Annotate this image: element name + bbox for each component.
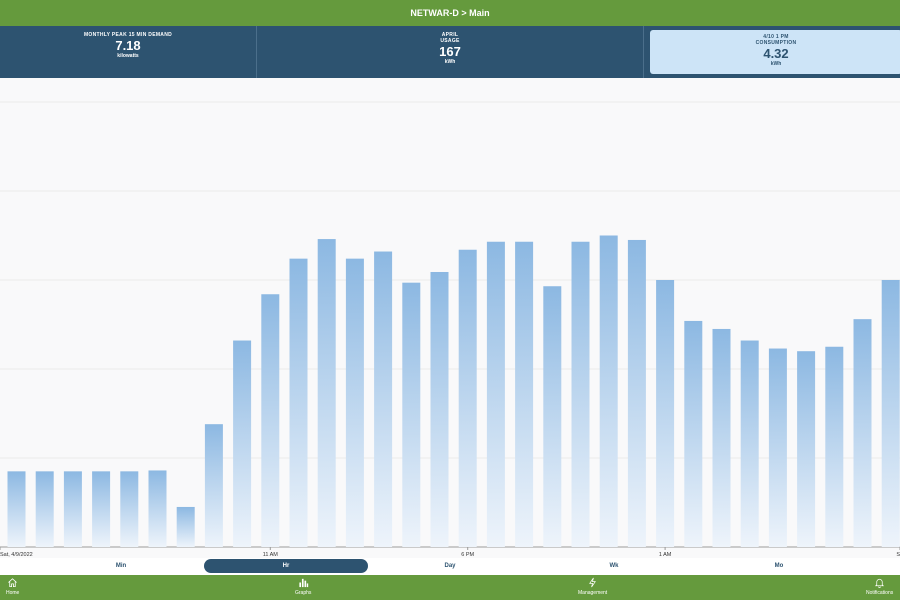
range-tab-hr[interactable]: Hr [204, 559, 368, 573]
peak-demand-unit: kilowatts [117, 53, 139, 59]
chart-bar[interactable] [430, 271, 449, 547]
range-tab-hr-label: Hr [282, 563, 290, 569]
app-header: NETWAR-D > Main [0, 0, 900, 26]
chart-bar[interactable] [656, 280, 675, 547]
bar-chart-icon [299, 578, 308, 588]
nav-notifications-label: Notifications [866, 590, 894, 596]
nav-management-label: Management [578, 590, 608, 596]
usage-chart-svg[interactable]: Sat, 4/9/2022 11 AM 6 PM 1 AM S [0, 78, 900, 558]
chart-bar[interactable] [204, 424, 223, 547]
chart-bar[interactable] [853, 319, 872, 547]
usage-value: 167 [439, 44, 461, 59]
chart-bar[interactable] [825, 346, 844, 547]
usage-unit: kWh [444, 59, 456, 65]
x-tick-label: 11 AM [263, 552, 279, 558]
nav-home[interactable]: Home [6, 577, 19, 599]
usage-chart[interactable]: Sat, 4/9/2022 11 AM 6 PM 1 AM S [0, 78, 900, 558]
chart-bar[interactable] [627, 239, 646, 547]
usage-title-month: APRIL [441, 32, 459, 38]
chart-bar[interactable] [797, 351, 816, 547]
peak-demand-title: MONTHLY PEAK 15 MIN DEMAND [83, 32, 173, 38]
consumption-value: 4.32 [763, 46, 789, 61]
chart-bar[interactable] [120, 471, 139, 547]
chart-bar[interactable] [543, 286, 562, 547]
chart-bar[interactable] [599, 235, 618, 548]
chart-bar[interactable] [233, 340, 252, 547]
page-title: NETWAR-D > Main [410, 8, 490, 18]
chart-bar[interactable] [176, 506, 195, 547]
x-tick-label: Sat, 4/9/2022 [0, 552, 33, 558]
chart-bar[interactable] [515, 241, 534, 548]
chart-bar[interactable] [768, 348, 787, 547]
range-tab-wk[interactable]: Wk [532, 559, 696, 573]
consumption-title-label: CONSUMPTION [755, 40, 797, 46]
chart-bar[interactable] [374, 251, 393, 547]
chart-bar[interactable] [261, 294, 280, 547]
bell-icon [875, 578, 885, 588]
home-icon [8, 578, 18, 588]
chart-bar[interactable] [7, 471, 26, 547]
range-tab-min[interactable]: Min [39, 559, 203, 573]
nav-notifications[interactable]: Notifications [866, 577, 893, 599]
x-tick-label: S [896, 552, 900, 558]
chart-bar[interactable] [289, 258, 308, 547]
nav-home-label: Home [6, 590, 20, 596]
usage-title-label: USAGE [440, 38, 460, 44]
chart-bar[interactable] [92, 471, 111, 547]
consumption-unit: kWh [770, 61, 782, 67]
chart-bar[interactable] [684, 320, 703, 547]
range-tab-min-label: Min [115, 563, 127, 569]
chart-bar[interactable] [712, 328, 731, 547]
chart-bar[interactable] [881, 280, 900, 547]
chart-bar[interactable] [740, 340, 759, 547]
nav-graphs-label: Graphs [295, 590, 312, 596]
chart-bar[interactable] [486, 241, 505, 548]
time-range-selector: Min Hr Day Wk Mo [0, 558, 900, 575]
x-tick-label: 1 AM [659, 552, 672, 558]
chart-bar[interactable] [35, 471, 54, 547]
chart-bar[interactable] [345, 258, 364, 547]
chart-bar[interactable] [402, 282, 421, 547]
peak-demand-card[interactable]: MONTHLY PEAK 15 MIN DEMAND 7.18 kilowatt… [0, 26, 257, 78]
chart-bar[interactable] [148, 470, 167, 547]
range-tab-mo[interactable]: Mo [697, 559, 861, 573]
kpi-bar: MONTHLY PEAK 15 MIN DEMAND 7.18 kilowatt… [0, 26, 900, 78]
nav-graphs[interactable]: Graphs [295, 577, 311, 599]
monthly-usage-card[interactable]: APRIL USAGE 167 kWh [257, 26, 644, 78]
consumption-card[interactable]: 4/10 1 PM CONSUMPTION 4.32 kWh [650, 30, 900, 74]
chart-bar[interactable] [317, 239, 336, 547]
bottom-nav: Home Graphs Management Notifications [0, 575, 900, 600]
chart-bar[interactable] [571, 241, 590, 548]
range-tab-wk-label: Wk [609, 563, 619, 569]
range-tab-day[interactable]: Day [368, 559, 532, 573]
range-tab-mo-label: Mo [774, 563, 784, 569]
nav-management[interactable]: Management [578, 577, 607, 599]
peak-demand-value: 7.18 [115, 38, 141, 53]
chart-bar[interactable] [63, 471, 82, 547]
x-tick-label: 6 PM [461, 552, 474, 558]
chart-bar[interactable] [458, 249, 477, 548]
lightning-icon [589, 577, 597, 588]
consumption-title-time: 4/10 1 PM [763, 34, 789, 40]
range-tab-day-label: Day [444, 563, 456, 569]
